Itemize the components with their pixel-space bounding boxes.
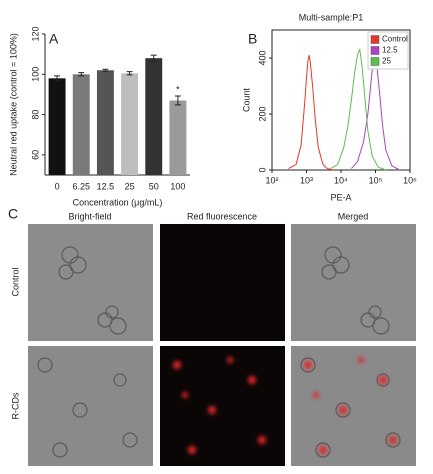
panel-label: C — [8, 206, 18, 222]
y-tick-label: 100 — [30, 67, 40, 82]
image — [28, 346, 153, 466]
x-tick-label: 12.5 — [97, 181, 115, 191]
row-label: R-CDs — [10, 392, 20, 419]
series-line — [330, 47, 387, 171]
bar — [169, 100, 187, 175]
panel-label: A — [49, 31, 59, 47]
y-tick-label: 60 — [30, 150, 40, 160]
legend-swatch — [370, 46, 380, 55]
x-tick-label: 25 — [125, 181, 135, 191]
error-bar — [102, 68, 109, 72]
bar — [121, 73, 139, 175]
bar — [48, 78, 66, 175]
x-axis-label: Concentration (μg/mL) — [73, 197, 163, 207]
y-axis-label: Count — [241, 88, 251, 113]
series-line — [288, 55, 334, 171]
error-bar — [78, 72, 85, 77]
y-tick-label: 0 — [257, 167, 267, 172]
fluorescence — [173, 357, 397, 454]
error-bar — [174, 95, 181, 106]
x-tick-label: 100 — [170, 181, 185, 191]
y-tick-label: 400 — [257, 50, 267, 65]
legend-swatch — [370, 57, 380, 66]
chart-title: Multi-sample:P1 — [299, 12, 364, 22]
image — [291, 224, 416, 341]
bar — [72, 74, 90, 175]
y-tick-label: 120 — [30, 26, 40, 41]
x-tick-label: 6.25 — [72, 181, 90, 191]
column-title: Red fluorescence — [187, 211, 257, 221]
legend-swatch — [370, 35, 380, 44]
series-line — [351, 55, 400, 171]
image — [160, 224, 285, 341]
y-tick-label: 80 — [30, 110, 40, 120]
x-tick-label: 10⁵ — [369, 175, 383, 185]
bar — [145, 58, 163, 175]
error-bar — [126, 71, 133, 76]
y-axis-label: Neutral red uptake (control = 100%) — [8, 33, 18, 176]
x-tick-label: 10³ — [300, 175, 313, 185]
x-tick-label: 10² — [265, 175, 278, 185]
cells — [37, 246, 401, 458]
panel-label: B — [248, 31, 257, 47]
legend-label: Control — [382, 35, 408, 44]
y-tick-label: 200 — [257, 106, 267, 121]
error-bar — [54, 75, 61, 82]
microscopy-images — [28, 224, 416, 466]
row-label: Control — [10, 267, 20, 296]
legend-label: 25 — [382, 57, 391, 66]
column-title: Bright-field — [68, 211, 111, 221]
x-tick-label: 10⁴ — [334, 175, 348, 185]
x-tick-label: 50 — [149, 181, 159, 191]
image — [28, 224, 153, 341]
legend-label: 12.5 — [382, 46, 398, 55]
annotation: * — [176, 84, 180, 94]
bar — [96, 70, 114, 175]
x-axis-label: PE-A — [330, 192, 351, 202]
error-bar — [150, 54, 157, 62]
column-title: Merged — [338, 211, 369, 221]
x-tick-label: 10⁶ — [403, 175, 417, 185]
x-tick-label: 0 — [55, 181, 60, 191]
